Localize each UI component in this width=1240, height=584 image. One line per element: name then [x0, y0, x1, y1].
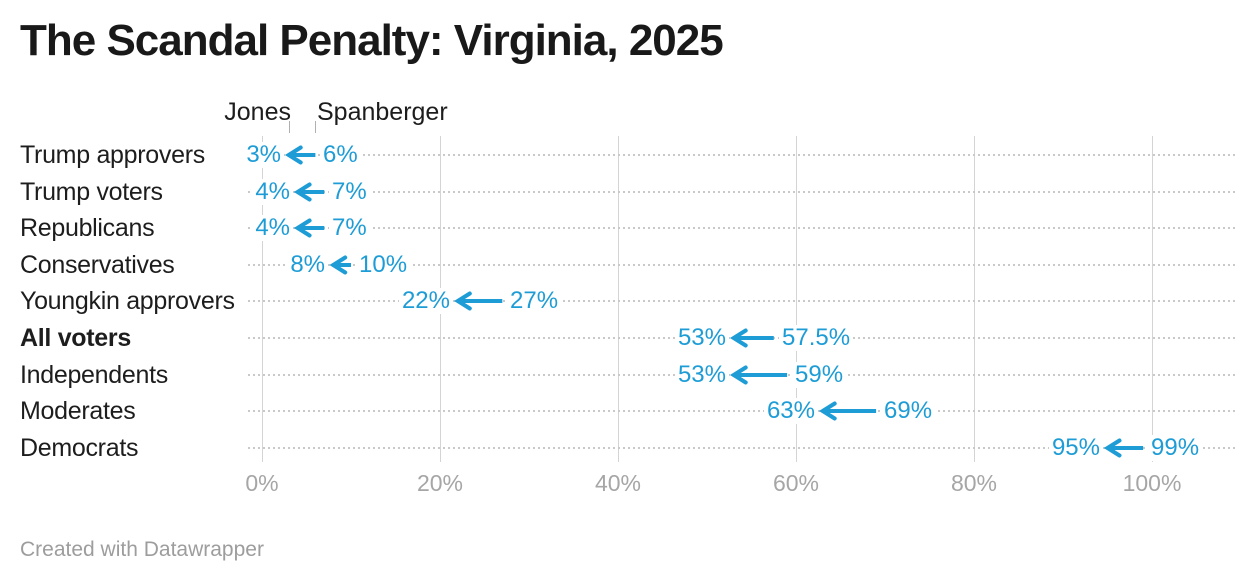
row-dotted-guide	[248, 300, 1236, 302]
x-gridline	[796, 136, 797, 462]
value-label-jones: 4%	[252, 179, 293, 205]
value-label-spanberger: 10%	[356, 252, 411, 278]
x-axis-tick-label: 60%	[772, 470, 820, 496]
legend-label-jones: Jones	[224, 98, 291, 126]
value-label-jones: 53%	[674, 325, 729, 351]
category-label: Youngkin approvers	[20, 287, 235, 315]
row-dotted-guide	[248, 447, 1236, 449]
chart-title: The Scandal Penalty: Virginia, 2025	[20, 16, 724, 65]
legend-tick-jones	[289, 121, 290, 133]
category-label: All voters	[20, 324, 131, 352]
x-gridline	[618, 136, 619, 462]
legend-label-spanberger: Spanberger	[317, 98, 448, 126]
x-axis-tick-label: 20%	[416, 470, 464, 496]
datawrapper-credit: Created with Datawrapper	[20, 538, 264, 561]
category-label: Democrats	[20, 434, 139, 462]
value-label-spanberger: 69%	[881, 398, 936, 424]
value-label-spanberger: 27%	[507, 288, 562, 314]
value-label-spanberger: 99%	[1148, 435, 1203, 461]
value-label-spanberger: 7%	[329, 179, 370, 205]
row-dotted-guide	[248, 337, 1236, 339]
row-dotted-guide	[248, 227, 1236, 229]
category-label: Republicans	[20, 214, 155, 242]
x-axis-tick-label: 0%	[245, 470, 279, 496]
x-axis-tick-label: 100%	[1122, 470, 1182, 496]
x-axis-tick-label: 80%	[950, 470, 998, 496]
value-label-spanberger: 6%	[320, 142, 361, 168]
category-label: Conservatives	[20, 251, 175, 279]
row-dotted-guide	[248, 410, 1236, 412]
category-label: Trump approvers	[20, 141, 205, 169]
value-label-jones: 63%	[763, 398, 818, 424]
row-dotted-guide	[248, 264, 1236, 266]
row-dotted-guide	[248, 191, 1236, 193]
x-gridline	[974, 136, 975, 462]
category-label: Independents	[20, 361, 168, 389]
value-label-jones: 95%	[1048, 435, 1103, 461]
category-label: Moderates	[20, 397, 136, 425]
value-label-jones: 4%	[252, 215, 293, 241]
value-label-spanberger: 59%	[792, 362, 847, 388]
row-dotted-guide	[248, 154, 1236, 156]
category-label: Trump voters	[20, 178, 163, 206]
x-gridline	[262, 136, 263, 462]
value-label-jones: 53%	[674, 362, 729, 388]
legend-tick-spanberger	[315, 121, 316, 133]
x-gridline	[1152, 136, 1153, 462]
value-label-spanberger: 57.5%	[779, 325, 854, 351]
x-axis-tick-label: 40%	[594, 470, 642, 496]
value-label-jones: 8%	[287, 252, 328, 278]
value-label-jones: 3%	[243, 142, 284, 168]
row-dotted-guide	[248, 374, 1236, 376]
value-label-jones: 22%	[398, 288, 453, 314]
value-label-spanberger: 7%	[329, 215, 370, 241]
